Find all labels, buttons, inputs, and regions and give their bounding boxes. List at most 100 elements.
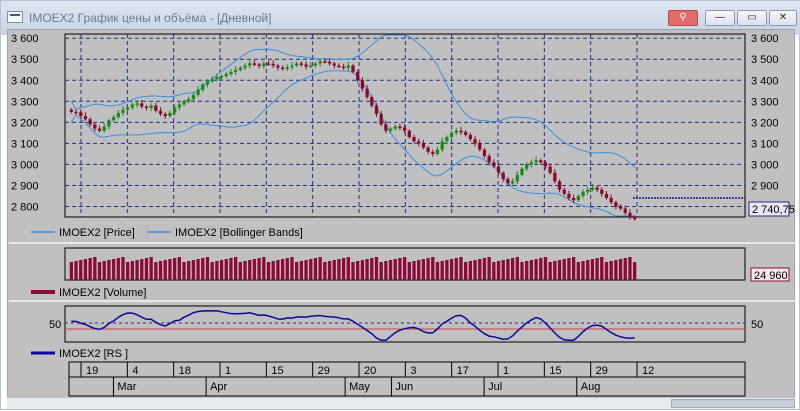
candle-body: [107, 120, 111, 127]
last-volume-label: 24 960: [754, 270, 788, 282]
volume-legend-label[interactable]: IMOEX2 [Volume]: [59, 287, 146, 299]
rs-panel[interactable]: [64, 305, 746, 343]
candle-body: [187, 99, 191, 102]
volume-bar: [201, 258, 205, 280]
volume-bar: [219, 260, 224, 280]
volume-bar: [534, 259, 538, 280]
volume-bars: [69, 257, 637, 280]
bollinger-legend-label[interactable]: IMOEX2 [Bollinger Bands]: [175, 227, 303, 239]
volume-bar: [407, 262, 411, 280]
volume-bar: [398, 258, 402, 280]
scrollbar-thumb[interactable]: [671, 399, 795, 408]
price-tick-label: 3 100: [11, 138, 39, 150]
volume-bar: [257, 258, 261, 280]
volume-bar: [543, 257, 548, 280]
x-day-label: 1: [503, 365, 509, 377]
volume-bar: [388, 260, 393, 280]
candle-body: [121, 109, 125, 113]
volume-bar: [590, 259, 595, 280]
candle-body: [135, 103, 139, 105]
candle-body: [154, 105, 158, 111]
volume-bar: [238, 262, 242, 280]
candle-body: [595, 187, 599, 190]
candle-body: [271, 63, 275, 66]
candle-body: [280, 67, 285, 70]
candle-body: [83, 116, 88, 120]
price-tick-label: 2 900: [11, 180, 39, 192]
volume-bar: [520, 262, 524, 280]
candle-body: [393, 126, 397, 129]
candle-body: [191, 95, 196, 100]
maximize-button[interactable]: ▭: [737, 10, 767, 26]
volume-bar: [482, 258, 487, 280]
volume-bar: [135, 260, 139, 280]
rs-tick-left: 50: [49, 319, 61, 331]
candle-body: [346, 65, 350, 68]
candle-body: [323, 61, 327, 63]
price-tick-label: 3 400: [11, 75, 39, 87]
volume-bar: [191, 260, 196, 280]
candle-body: [614, 202, 618, 207]
candle-body: [295, 63, 299, 66]
volume-bar: [525, 261, 529, 280]
volume-bar: [177, 257, 181, 280]
candle-body: [478, 143, 482, 150]
volume-bar: [79, 260, 83, 280]
volume-bar: [478, 259, 482, 280]
volume-bar: [351, 262, 355, 280]
volume-bar: [252, 259, 257, 280]
x-day-label: 19: [86, 365, 98, 377]
candle-body: [440, 141, 444, 150]
volume-bar: [69, 262, 73, 280]
candles: [69, 58, 637, 221]
candle-body: [290, 65, 294, 68]
price-tick-label: 3 500: [11, 54, 39, 66]
candle-body: [88, 119, 92, 125]
volume-bar: [341, 258, 346, 280]
x-month-label: Mar: [117, 381, 136, 393]
candle-body: [116, 112, 120, 118]
volume-bar: [163, 260, 167, 280]
candle-body: [562, 189, 566, 194]
close-button[interactable]: ✕: [769, 10, 797, 26]
volume-bar: [431, 257, 435, 280]
candle-body: [313, 63, 318, 66]
candle-body: [337, 65, 341, 68]
candle-body: [219, 76, 224, 78]
price-legend-label[interactable]: IMOEX2 [Price]: [59, 227, 135, 239]
candle-body: [234, 69, 238, 72]
candle-body: [102, 126, 106, 131]
volume-bar: [187, 261, 191, 280]
candle-body: [299, 63, 304, 65]
candle-body: [510, 181, 515, 184]
candle-body: [177, 104, 181, 108]
x-axis-panel[interactable]: [68, 361, 746, 397]
volume-bar: [182, 262, 186, 280]
pin-icon: ⚲: [679, 12, 687, 23]
pin-button[interactable]: ⚲: [668, 10, 698, 26]
candle-body: [609, 198, 613, 203]
volume-bar: [604, 262, 609, 280]
candle-body: [266, 63, 271, 65]
x-day-label: 18: [179, 365, 191, 377]
x-day-label: 4: [132, 365, 138, 377]
candle-body: [276, 65, 280, 68]
volume-bar: [158, 261, 163, 280]
candle-body: [633, 217, 637, 220]
candle-body: [365, 88, 369, 98]
candle-body: [304, 64, 308, 67]
volume-bar: [379, 262, 383, 280]
candle-body: [426, 147, 430, 152]
horizontal-scrollbar[interactable]: [7, 397, 795, 409]
x-day-label: 3: [410, 365, 416, 377]
minimize-button[interactable]: —: [705, 10, 735, 26]
volume-bar: [276, 260, 280, 280]
price-tick-label: 3 500: [751, 54, 779, 66]
candle-body: [398, 126, 402, 129]
volume-bar: [468, 261, 472, 280]
volume-bar: [290, 257, 294, 280]
rs-legend-label[interactable]: IMOEX2 [RS ]: [59, 348, 128, 360]
price-tick-label: 3 300: [11, 96, 39, 108]
